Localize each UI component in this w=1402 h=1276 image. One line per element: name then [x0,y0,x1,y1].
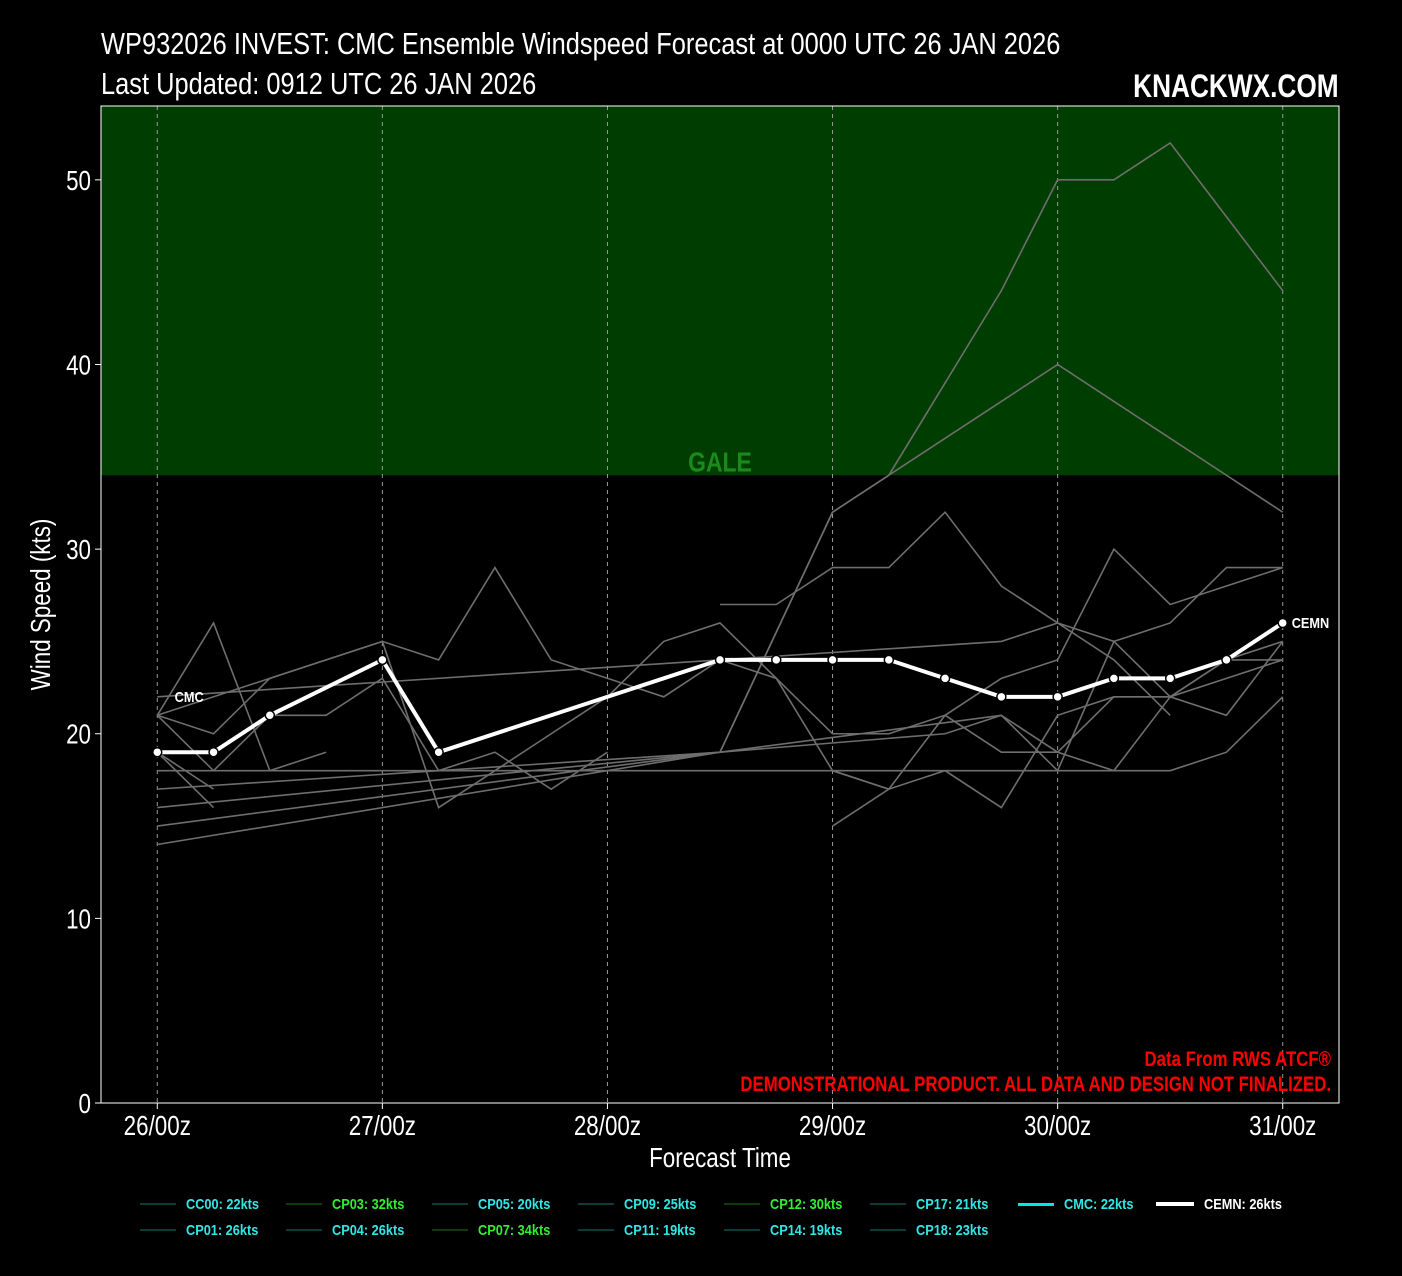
mean-line [157,621,1284,755]
legend-swatch [432,1203,468,1205]
legend-label: CP17: 21kts [916,1195,989,1213]
legend-item: CEMN: 26kts [1156,1192,1296,1216]
legend-item: CP11: 19kts [578,1218,708,1242]
member-line-9 [157,640,1284,827]
plot-frame [100,105,1340,1104]
x-tick-label: 31/00z [1249,1111,1316,1142]
legend-swatch [140,1203,176,1205]
x-axis-label: Forecast Time [649,1143,791,1174]
legend-swatch [870,1229,906,1231]
cemn-annotation: CEMN [1292,614,1330,631]
legend-label: CC00: 22kts [186,1195,260,1213]
member-line-10 [157,696,1284,772]
legend-label: CP04: 26kts [332,1221,405,1239]
mean-point [1221,654,1232,666]
mean-point [1108,673,1120,684]
legend-label: CP12: 30kts [770,1195,843,1213]
mean-point [1052,691,1063,703]
y-tick-label: 0 [79,1089,91,1120]
x-tick-label: 27/00z [349,1111,416,1142]
gale-band [101,106,1339,476]
x-tick-label: 28/00z [574,1111,641,1142]
legend-label: CP09: 25kts [624,1195,697,1213]
legend-item: CP01: 26kts [140,1218,271,1242]
member-line-3 [156,751,215,809]
mean-point [152,746,163,758]
mean-point [1277,617,1288,629]
legend-item: CMC: 22kts [1018,1192,1146,1216]
chart-legend: CC00: 22kts CP01: 26kts CP03: 32kts CP04: 2… [140,1192,1320,1248]
mean-point [714,654,726,666]
legend-label: CP05: 20kts [478,1195,551,1213]
legend-label: CP03: 32kts [332,1195,405,1213]
legend-label: CP01: 26kts [186,1221,259,1239]
chart-title: WP932026 INVEST: CMC Ensemble Windspeed … [101,26,1061,61]
legend-swatch [1156,1202,1194,1206]
legend-label: CP14: 19kts [770,1221,843,1239]
y-tick-label: 30 [66,535,91,566]
legend-label: CP07: 34kts [478,1221,551,1239]
legend-swatch [724,1203,760,1205]
mean-point [433,746,444,758]
legend-item: CP07: 34kts [432,1218,563,1242]
mean-point [771,654,782,666]
member-line-11 [720,510,1171,716]
legend-label: CMC: 22kts [1064,1195,1134,1213]
legend-item: CC00: 22kts [140,1192,272,1216]
mean-point [996,691,1007,703]
cmc-line [157,566,1283,698]
legend-label: CP11: 19kts [624,1221,696,1239]
mean-point [377,654,388,666]
member-line-8 [832,547,1283,827]
legend-item: CP14: 19kts [724,1218,855,1242]
y-tick-label: 50 [66,166,91,197]
data-credit: Data From RWS ATCF® [1145,1048,1331,1071]
x-tick-label: 29/00z [799,1111,866,1142]
legend-item: CP09: 25kts [578,1192,709,1216]
mean-point [264,710,276,721]
legend-item: CP12: 30kts [724,1192,855,1216]
member-line-14 [157,640,1283,809]
mean-point [208,746,219,758]
last-updated-text: Last Updated: 0912 UTC 26 JAN 2026 [101,66,537,101]
legend-item: CP03: 32kts [286,1192,417,1216]
legend-item: CP04: 26kts [286,1218,417,1242]
legend-swatch [432,1229,468,1231]
y-tick-label: 40 [66,350,91,381]
legend-swatch [578,1203,614,1205]
legend-swatch [578,1229,614,1231]
cmc-annotation: CMC [175,688,204,705]
legend-item: CP17: 21kts [870,1192,1001,1216]
x-tick-label: 26/00z [124,1111,191,1142]
legend-swatch [286,1203,322,1205]
legend-swatch [870,1203,906,1205]
y-tick-label: 10 [66,904,91,935]
legend-swatch [1018,1202,1054,1206]
mean-point [1164,673,1176,684]
y-axis-label: Wind Speed (kts) [26,519,57,691]
legend-swatch [724,1229,760,1231]
brand-logo-text: KNACKWX.COM [1133,68,1339,104]
legend-swatch [140,1229,176,1231]
gale-band-label: GALE [688,447,752,478]
member-line-5 [156,621,327,772]
mean-point [939,673,951,684]
demo-disclaimer: DEMONSTRATIONAL PRODUCT. ALL DATA AND DE… [740,1073,1331,1096]
legend-item: CP18: 23kts [870,1218,1001,1242]
member-line-2 [157,566,890,790]
x-tick-label: 30/00z [1024,1111,1091,1142]
mean-point [827,654,838,666]
mean-point [883,654,895,666]
legend-item: CP05: 20kts [432,1192,563,1216]
legend-label: CP18: 23kts [916,1221,989,1239]
member-line-13 [157,622,1283,809]
y-tick-label: 20 [66,719,91,750]
legend-label: CEMN: 26kts [1204,1195,1282,1213]
legend-swatch [286,1229,322,1231]
member-lines [156,141,1284,846]
